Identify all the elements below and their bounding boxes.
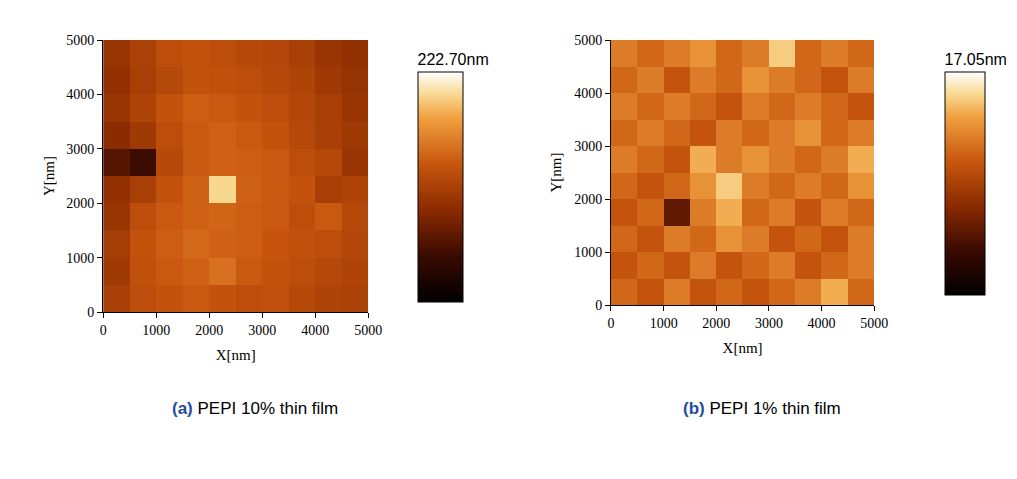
svg-text:3000: 3000 — [574, 139, 602, 154]
svg-text:Y[nm]: Y[nm] — [41, 156, 57, 196]
svg-text:4000: 4000 — [574, 86, 602, 101]
svg-text:222.70nm: 222.70nm — [418, 51, 489, 68]
svg-text:5000: 5000 — [860, 316, 888, 331]
svg-text:(b) PEPI 1% thin film: (b) PEPI 1% thin film — [683, 399, 841, 418]
svg-text:Y[nm]: Y[nm] — [548, 153, 564, 193]
svg-text:2000: 2000 — [702, 316, 730, 331]
svg-text:3000: 3000 — [755, 316, 783, 331]
svg-text:3000: 3000 — [66, 142, 94, 157]
svg-text:4000: 4000 — [808, 316, 836, 331]
svg-text:2000: 2000 — [195, 323, 223, 338]
svg-text:(a) PEPI 10% thin film: (a) PEPI 10% thin film — [172, 399, 338, 418]
svg-text:2000: 2000 — [574, 192, 602, 207]
svg-text:5000: 5000 — [354, 323, 382, 338]
svg-text:17.05nm: 17.05nm — [945, 51, 1007, 68]
svg-text:4000: 4000 — [66, 87, 94, 102]
svg-text:4000: 4000 — [301, 323, 329, 338]
svg-text:1000: 1000 — [142, 323, 170, 338]
svg-text:X[nm]: X[nm] — [723, 340, 763, 356]
svg-text:0: 0 — [100, 323, 107, 338]
svg-text:0: 0 — [595, 298, 602, 313]
svg-text:1000: 1000 — [66, 251, 94, 266]
svg-text:2000: 2000 — [66, 196, 94, 211]
svg-text:5000: 5000 — [66, 33, 94, 48]
svg-text:1000: 1000 — [650, 316, 678, 331]
svg-text:0: 0 — [87, 305, 94, 320]
svg-text:0: 0 — [607, 316, 614, 331]
svg-text:5000: 5000 — [574, 33, 602, 48]
svg-text:X[nm]: X[nm] — [216, 347, 256, 363]
svg-text:1000: 1000 — [574, 245, 602, 260]
svg-text:3000: 3000 — [248, 323, 276, 338]
